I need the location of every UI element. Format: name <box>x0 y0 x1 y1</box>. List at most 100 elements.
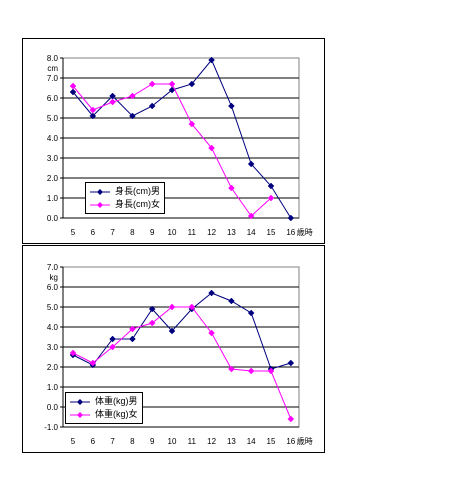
legend-entry: 体重(kg)女 <box>69 408 138 421</box>
x-tick-label: 12 <box>207 437 216 446</box>
height-chart: 0.0 1.0 2.0 3.0 4.0 5.0 6.0 7.0 8.0cm 5 6 7 8 9 10 11 12… <box>47 54 313 237</box>
data-point <box>247 309 255 317</box>
data-point <box>208 144 215 152</box>
data-point <box>89 359 97 367</box>
y-tick-label: 4.0 <box>47 323 59 332</box>
data-point <box>148 305 156 313</box>
y-tick-label: 7.0 <box>47 74 59 83</box>
series-line-0 <box>72 59 292 219</box>
data-point <box>267 367 275 375</box>
data-point <box>287 359 295 367</box>
data-point <box>267 194 275 202</box>
data-point <box>109 98 116 106</box>
legend-label: 体重(kg)女 <box>95 409 138 419</box>
x-tick-label: 11 <box>188 228 197 237</box>
legend-swatch <box>90 188 110 195</box>
x-tick-label: 15 <box>267 437 276 446</box>
data-point <box>129 325 136 333</box>
data-point <box>247 367 255 375</box>
data-point <box>109 343 116 351</box>
data-point <box>208 56 215 64</box>
x-tick-label: 9 <box>150 437 155 446</box>
data-point <box>228 102 235 110</box>
legend-marker <box>77 411 83 418</box>
y-tick-label: 2.0 <box>47 363 59 372</box>
series-line-0 <box>72 292 291 370</box>
y-tick-label: 1.0 <box>47 383 59 392</box>
legend-label: 身長(cm)男 <box>115 186 160 196</box>
y-tick-label: 3.0 <box>47 154 59 163</box>
weight-chart-legend: 体重(kg)男 体重(kg)女 <box>65 392 143 424</box>
y-tick-label: 8.0 <box>47 54 59 63</box>
data-point <box>188 80 196 88</box>
y-tick-label: 7.0 <box>47 263 59 272</box>
x-tick-label: 5 <box>71 228 76 237</box>
legend-entry: 身長(cm)男 <box>89 185 160 198</box>
data-point <box>69 349 77 357</box>
x-tick-label: 7 <box>110 228 115 237</box>
data-point <box>247 160 255 168</box>
data-point <box>148 319 156 327</box>
data-point <box>208 289 215 297</box>
data-point <box>228 184 235 192</box>
data-point <box>287 415 295 423</box>
y-tick-label: 0.0 <box>47 403 59 412</box>
data-point <box>148 102 156 110</box>
legend-swatch <box>70 398 90 405</box>
data-point <box>129 335 136 343</box>
data-point <box>228 365 235 373</box>
x-axis-label: 歳時 <box>297 436 313 446</box>
y-tick-label: 5.0 <box>47 114 59 123</box>
y-tick-label: 0.0 <box>47 214 59 223</box>
x-tick-label: 7 <box>110 437 115 446</box>
x-tick-label: 14 <box>247 437 256 446</box>
data-point <box>129 92 136 100</box>
legend-swatch <box>70 411 90 418</box>
legend-marker <box>97 201 103 208</box>
x-tick-label: 8 <box>130 228 135 237</box>
data-point <box>129 112 136 120</box>
x-tick-label: 9 <box>150 228 155 237</box>
data-point <box>228 297 235 305</box>
y-tick-label: -1.0 <box>44 423 58 432</box>
x-tick-label: 12 <box>207 228 216 237</box>
data-point <box>168 80 176 88</box>
x-tick-label: 10 <box>168 228 177 237</box>
data-point <box>247 212 255 220</box>
x-tick-label: 6 <box>91 437 96 446</box>
y-axis-label: cm <box>47 64 58 73</box>
y-tick-label: 3.0 <box>47 343 59 352</box>
data-point <box>208 329 215 337</box>
x-tick-label: 8 <box>130 437 135 446</box>
x-tick-label: 6 <box>91 228 96 237</box>
legend-swatch <box>90 201 110 208</box>
data-point <box>168 303 176 311</box>
weight-chart-panel: -1.0 0.0 1.0 2.0 3.0 4.0 5.0 6.0 7.0 kg 5 6 7 8 9 10 11 1… <box>22 245 325 453</box>
y-tick-label: 4.0 <box>47 134 59 143</box>
data-point <box>89 112 97 120</box>
data-point <box>188 303 196 311</box>
data-point <box>287 214 295 222</box>
data-point <box>109 335 116 343</box>
x-tick-label: 10 <box>168 437 177 446</box>
data-point <box>148 80 156 88</box>
y-axis-label: kg <box>50 273 58 282</box>
data-point <box>168 327 176 335</box>
x-tick-label: 16 <box>286 228 295 237</box>
data-point <box>89 106 97 114</box>
legend-marker <box>97 188 103 195</box>
x-tick-label: 14 <box>247 228 256 237</box>
data-point <box>188 120 196 128</box>
x-axis-label: 歳時 <box>297 227 313 237</box>
x-tick-label: 15 <box>267 228 276 237</box>
x-tick-label: 16 <box>286 437 295 446</box>
x-tick-label: 13 <box>227 437 236 446</box>
weight-chart: -1.0 0.0 1.0 2.0 3.0 4.0 5.0 6.0 7.0kg 5 6 7 8 9 10 11 1… <box>44 263 313 446</box>
height-chart-panel: 0.0 1.0 2.0 3.0 4.0 5.0 6.0 7.0 8.0 cm 5 6 7 8 9 10 11 12… <box>22 38 325 244</box>
y-tick-label: 6.0 <box>47 283 59 292</box>
y-tick-label: 6.0 <box>47 94 59 103</box>
legend-marker <box>77 398 83 405</box>
height-chart-legend: 身長(cm)男 身長(cm)女 <box>85 182 165 214</box>
x-tick-label: 11 <box>188 437 197 446</box>
y-tick-label: 1.0 <box>47 194 59 203</box>
